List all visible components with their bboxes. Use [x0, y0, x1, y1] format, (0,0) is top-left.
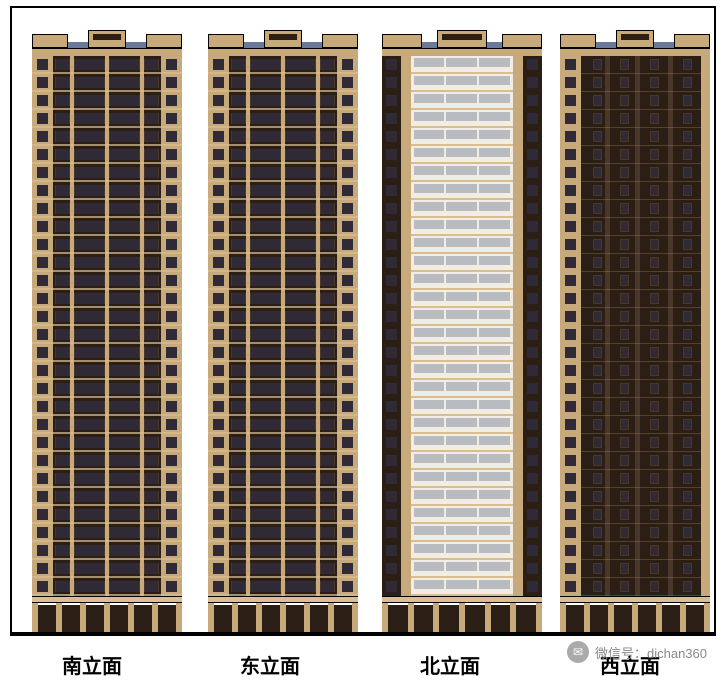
- podium-column: [352, 601, 358, 632]
- podium-column: [433, 601, 439, 632]
- parapet: [382, 34, 422, 48]
- watermark: ✉ 微信号：dichan360: [567, 641, 707, 663]
- elevation-south: [32, 30, 182, 632]
- crown: [382, 30, 542, 56]
- tower-body: [32, 56, 182, 596]
- podium-column: [382, 601, 388, 632]
- podium-column: [510, 601, 516, 632]
- podium-column: [80, 601, 86, 632]
- podium-column: [304, 601, 310, 632]
- podium-column: [280, 601, 286, 632]
- elevation-label-east: 东立面: [240, 650, 300, 679]
- crown: [208, 30, 358, 56]
- podium-column: [408, 601, 414, 632]
- podium-column: [632, 601, 638, 632]
- ground-line: [12, 632, 714, 634]
- podium-column: [656, 601, 662, 632]
- podium-column: [152, 601, 158, 632]
- tower-body: [208, 56, 358, 596]
- parapet: [560, 34, 596, 48]
- podium: [382, 596, 542, 632]
- parapet: [437, 30, 487, 48]
- parapet: [146, 34, 182, 48]
- podium-column: [56, 601, 62, 632]
- tower-body: [382, 56, 542, 596]
- podium-column: [208, 601, 214, 632]
- podium-column: [704, 601, 710, 632]
- podium-column: [232, 601, 238, 632]
- elevation-label-south: 南立面: [62, 650, 122, 679]
- parapet: [322, 34, 358, 48]
- crown: [32, 30, 182, 56]
- podium-column: [680, 601, 686, 632]
- elevation-north: [382, 30, 542, 632]
- elevation-west: [560, 30, 710, 632]
- podium-column: [176, 601, 182, 632]
- podium-column: [584, 601, 590, 632]
- podium: [32, 596, 182, 632]
- parapet: [616, 30, 654, 48]
- elevation-label-north: 北立面: [420, 650, 480, 679]
- podium-column: [485, 601, 491, 632]
- diagram-frame: [10, 6, 716, 636]
- podium-column: [104, 601, 110, 632]
- podium-column: [459, 601, 465, 632]
- parapet: [32, 34, 68, 48]
- podium-column: [560, 601, 566, 632]
- podium-column: [128, 601, 134, 632]
- podium-column: [32, 601, 38, 632]
- parapet: [674, 34, 710, 48]
- parapet: [88, 30, 126, 48]
- parapet: [502, 34, 542, 48]
- parapet: [208, 34, 244, 48]
- podium-column: [256, 601, 262, 632]
- podium: [208, 596, 358, 632]
- podium: [560, 596, 710, 632]
- wechat-icon: ✉: [567, 641, 589, 663]
- podium-column: [608, 601, 614, 632]
- elevation-east: [208, 30, 358, 632]
- tower-body: [560, 56, 710, 596]
- crown: [560, 30, 710, 56]
- podium-column: [536, 601, 542, 632]
- podium-column: [328, 601, 334, 632]
- parapet: [264, 30, 302, 48]
- watermark-text: 微信号：dichan360: [595, 643, 707, 662]
